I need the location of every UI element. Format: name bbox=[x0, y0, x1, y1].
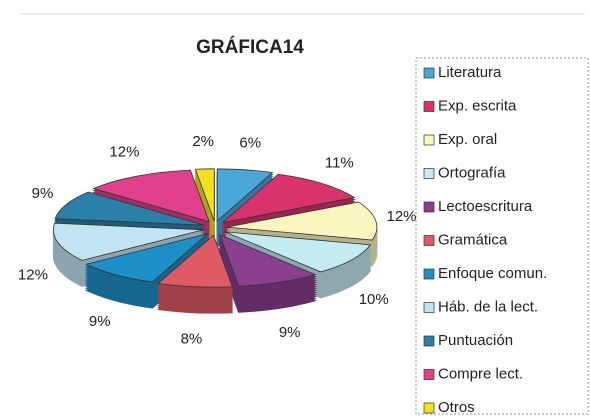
data-label: 8% bbox=[181, 330, 203, 347]
data-label: 11% bbox=[325, 154, 354, 171]
slice bbox=[194, 168, 215, 221]
legend-label: Ortografía bbox=[438, 164, 506, 181]
legend-swatch bbox=[423, 67, 435, 79]
legend-swatch bbox=[423, 369, 435, 380]
slice bbox=[157, 234, 233, 288]
slice bbox=[219, 233, 317, 287]
legend-swatch bbox=[423, 101, 435, 112]
legend-label: Háb. de la lect. bbox=[438, 298, 538, 315]
legend-label: Enfoque comun. bbox=[438, 265, 547, 282]
slice bbox=[85, 233, 208, 283]
legend-label: Exp. escrita bbox=[438, 97, 517, 114]
legend-swatch bbox=[423, 268, 435, 280]
data-label: 6% bbox=[239, 134, 261, 151]
legend-swatch bbox=[423, 168, 435, 179]
slice bbox=[224, 231, 372, 273]
legend-label: Literatura bbox=[438, 64, 502, 81]
data-label: 12% bbox=[109, 144, 139, 161]
slice bbox=[92, 169, 210, 223]
legend-box bbox=[415, 57, 589, 415]
legend-label: Puntuación bbox=[438, 332, 513, 349]
legend-label: Compre lect. bbox=[438, 365, 523, 382]
legend-label: Gramática bbox=[438, 231, 508, 248]
legend-swatch bbox=[423, 335, 435, 347]
chart-title: GRÁFICA14 bbox=[196, 36, 304, 58]
data-label: 12% bbox=[18, 266, 48, 283]
data-label: 2% bbox=[192, 133, 214, 150]
slice bbox=[216, 168, 274, 222]
legend-swatch bbox=[423, 134, 435, 146]
slice bbox=[54, 191, 205, 226]
slice bbox=[52, 222, 204, 261]
legend-swatch bbox=[423, 402, 435, 414]
legend-swatch bbox=[423, 302, 435, 313]
slice bbox=[226, 201, 378, 241]
data-label: 9% bbox=[89, 313, 111, 330]
data-label: 9% bbox=[279, 324, 301, 341]
data-label: 9% bbox=[32, 185, 54, 202]
legend-swatch bbox=[423, 235, 435, 246]
legend-label: Otros bbox=[438, 399, 475, 416]
data-label: 10% bbox=[359, 291, 389, 308]
legend-label: Lectoescritura bbox=[438, 198, 533, 215]
legend-swatch bbox=[423, 201, 435, 213]
data-label: 12% bbox=[387, 208, 417, 225]
slice bbox=[221, 173, 356, 224]
legend-label: Exp. oral bbox=[438, 131, 497, 148]
